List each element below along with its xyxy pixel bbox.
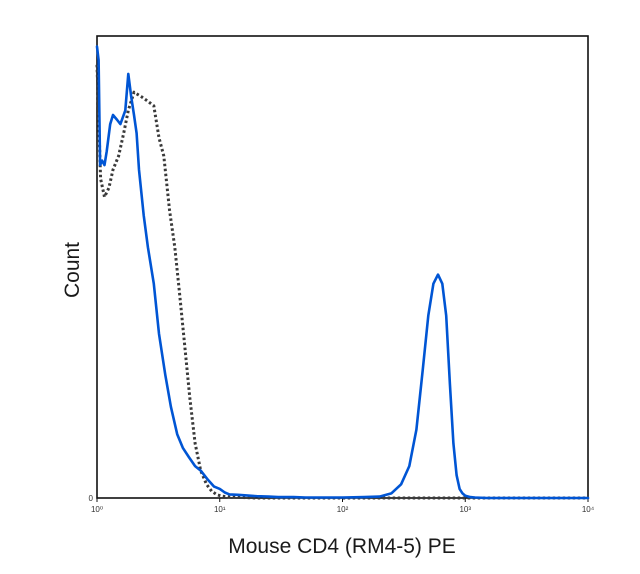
y-axis-title: Count	[61, 242, 84, 298]
series-line-dotted	[95, 64, 588, 500]
x-tick-label: 10¹	[214, 505, 226, 514]
x-axis-ticks: 10⁰ 10¹ 10² 10³ 10⁴	[91, 498, 595, 514]
x-tick-label: 10⁰	[91, 505, 103, 514]
x-tick-label: 10⁴	[582, 505, 595, 514]
x-axis-title: Mouse CD4 (RM4-5) PE	[228, 535, 456, 558]
y-axis-ticks: 0	[89, 494, 94, 503]
x-tick-label: 10²	[337, 505, 349, 514]
y-tick-label: 0	[89, 494, 94, 503]
histogram-series	[95, 45, 590, 500]
x-tick-label: 10³	[459, 505, 471, 514]
plot-frame	[96, 35, 589, 499]
series-line-solid	[95, 45, 590, 500]
